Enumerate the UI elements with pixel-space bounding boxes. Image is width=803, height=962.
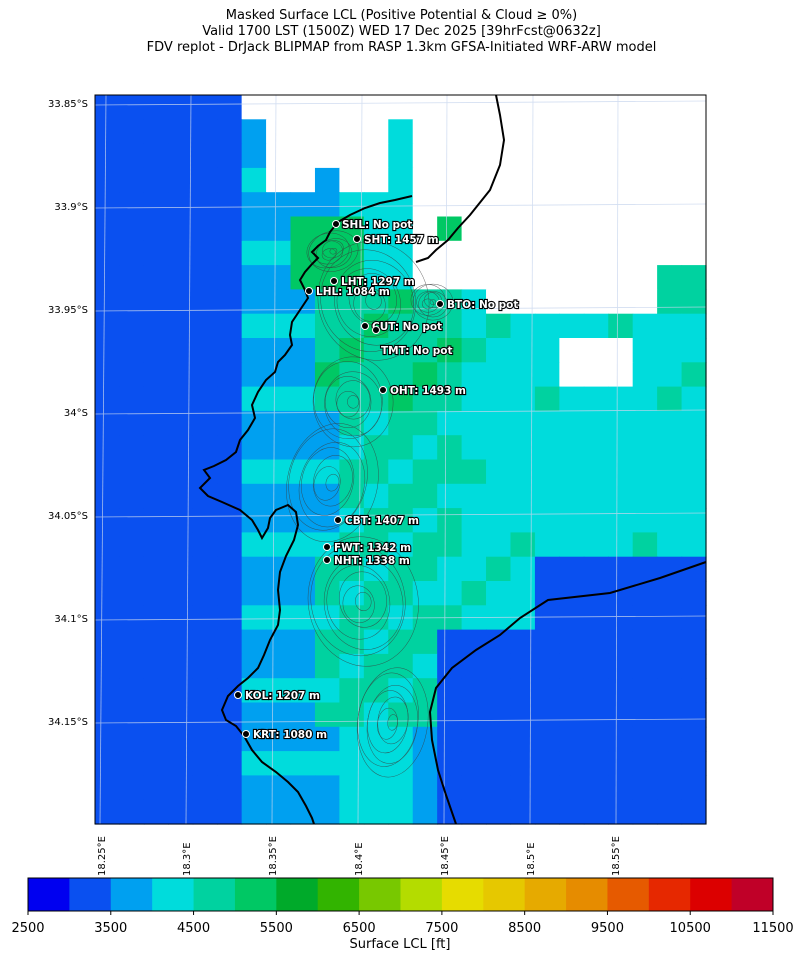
lat-tick-label: 33.85°S	[48, 99, 88, 110]
lcl-color-grid	[95, 95, 707, 825]
station-label: LHT: 1297 m	[341, 276, 415, 288]
colorbar-swatch	[234, 878, 277, 911]
station-oht: OHT: 1493 m	[379, 384, 467, 398]
station-cut: CUT: No pot	[361, 320, 443, 334]
station-label: LHL: 1084 m	[316, 286, 390, 298]
station-tmt: TMT: No pot	[372, 326, 454, 358]
station-marker	[334, 516, 342, 524]
station-label: KRT: 1080 m	[253, 729, 327, 741]
station-label: KOL: 1207 m	[245, 690, 320, 702]
colorbar-tick-label: 3500	[94, 921, 128, 936]
lat-tick-label: 33.95°S	[48, 305, 88, 316]
colorbar-swatch	[648, 878, 691, 911]
station-label: OHT: 1493 m	[390, 385, 466, 397]
station-label: NHT: 1338 m	[334, 555, 410, 567]
lon-tick-label: 18.45°E	[440, 836, 451, 876]
colorbar-swatch	[110, 878, 153, 911]
colorbar-swatch	[690, 878, 733, 911]
station-marker	[379, 386, 387, 394]
colorbar-swatch	[400, 878, 443, 911]
title-line-2: Valid 1700 LST (1500Z) WED 17 Dec 2025 […	[202, 24, 601, 39]
lat-tick-label: 34°S	[63, 408, 88, 419]
colorbar-tick-label: 9500	[590, 921, 624, 936]
lat-tick-label: 34.15°S	[48, 717, 88, 728]
lon-tick-label: 18.3°E	[182, 842, 193, 876]
station-label: BTO: No pot	[447, 299, 518, 311]
station-label: CUT: No pot	[372, 321, 442, 333]
coastline-east	[415, 94, 506, 263]
station-label: SHT: 1457 m	[364, 234, 439, 246]
terrain-contours	[286, 230, 454, 778]
colorbar-tick-label: 7500	[425, 921, 459, 936]
station-marker	[242, 730, 250, 738]
colorbar-swatch	[317, 878, 360, 911]
station-marker	[323, 543, 331, 551]
colorbar-tick-label: 8500	[508, 921, 542, 936]
station-marker	[330, 277, 338, 285]
lon-tick-label: 18.55°E	[611, 836, 622, 876]
station-fwt: FWT: 1342 m	[323, 541, 412, 555]
station-marker	[332, 220, 340, 228]
lon-tick-label: 18.35°E	[268, 836, 279, 876]
colorbar-swatch	[276, 878, 319, 911]
coastline-peninsula	[198, 195, 413, 825]
station-kol: KOL: 1207 m	[234, 689, 321, 703]
station-cbt: CBT: 1407 m	[334, 514, 420, 528]
station-label: CBT: 1407 m	[345, 515, 419, 527]
colorbar-swatch	[359, 878, 401, 911]
colorbar-swatch	[152, 878, 195, 911]
station-label: FWT: 1342 m	[334, 542, 411, 554]
colorbar-swatch	[441, 878, 484, 911]
station-nht: NHT: 1338 m	[323, 554, 411, 568]
lat-tick-label: 34.05°S	[48, 511, 88, 522]
map-frame	[94, 94, 707, 825]
colorbar-swatch	[483, 878, 526, 911]
station-shl: SHL: No pot	[332, 218, 413, 232]
station-lht: LHT: 1297 m	[330, 275, 416, 289]
colorbar-swatch	[607, 878, 650, 911]
colorbar-tick-label: 5500	[259, 921, 293, 936]
colorbar	[27, 877, 774, 915]
colorbar-swatch	[566, 878, 608, 911]
station-sht: SHT: 1457 m	[353, 233, 440, 247]
colorbar-tick-label: 6500	[342, 921, 376, 936]
station-bto: BTO: No pot	[436, 298, 519, 312]
station-marker	[353, 235, 361, 243]
lat-tick-label: 34.1°S	[54, 614, 88, 625]
colorbar-swatch	[69, 878, 112, 911]
coastline-false-bay	[428, 561, 707, 825]
colorbar-label: Surface LCL [ft]	[349, 937, 451, 952]
lon-tick-label: 18.5°E	[526, 842, 537, 876]
colorbar-tick-label: 2500	[11, 921, 45, 936]
station-marker	[234, 691, 242, 699]
station-marker	[305, 287, 313, 295]
station-marker	[436, 300, 444, 308]
colorbar-frame	[27, 877, 774, 912]
station-marker	[372, 326, 380, 334]
station-krt: KRT: 1080 m	[242, 728, 328, 742]
colorbar-swatch	[731, 878, 774, 911]
lon-tick-label: 18.25°E	[97, 836, 108, 876]
station-marker	[323, 556, 331, 564]
colorbar-swatch	[28, 878, 70, 911]
colorbar-tick-label: 10500	[669, 921, 711, 936]
colorbar-tick-label: 11500	[752, 921, 794, 936]
station-label: TMT: No pot	[381, 345, 452, 357]
colorbar-swatch	[193, 878, 236, 911]
station-lhl: LHL: 1084 m	[305, 285, 391, 299]
colorbar-tick-label: 4500	[177, 921, 211, 936]
title-line-1: Masked Surface LCL (Positive Potential &…	[225, 8, 578, 23]
station-marker	[361, 322, 369, 330]
station-label: SHL: No pot	[342, 219, 412, 231]
lon-tick-label: 18.4°E	[354, 842, 365, 876]
title-line-3: FDV replot - DrJack BLIPMAP from RASP 1.…	[146, 40, 657, 55]
lat-tick-label: 33.9°S	[54, 202, 88, 213]
colorbar-swatch	[524, 878, 567, 911]
